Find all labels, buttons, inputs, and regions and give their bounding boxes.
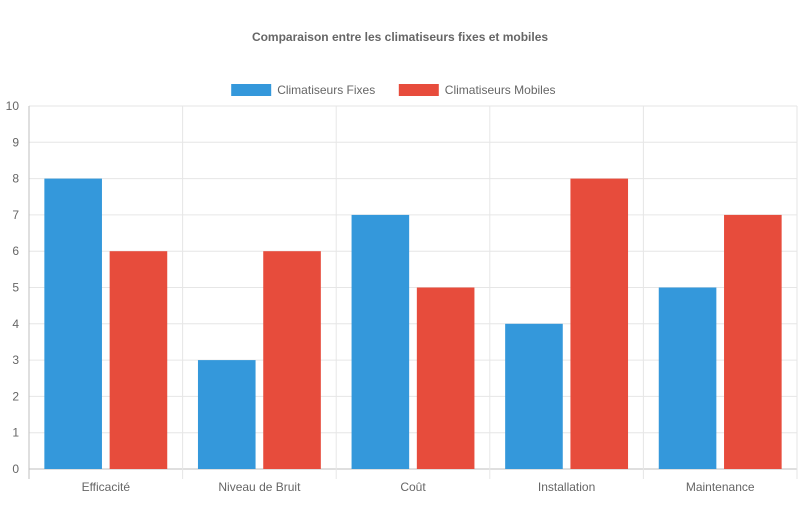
y-tick-label: 6 [12, 244, 19, 258]
y-tick-label: 7 [12, 208, 19, 222]
bar [724, 214, 782, 469]
legend-item[interactable]: Climatiseurs Fixes [231, 83, 375, 97]
y-tick-label: 8 [12, 172, 19, 186]
x-tick-label: Efficacité [82, 480, 131, 494]
bar [505, 323, 563, 469]
x-tick-label: Installation [538, 480, 595, 494]
y-tick-label: 4 [12, 317, 19, 331]
y-axis: 0 1 2 3 4 5 6 7 8 9 10 [6, 99, 20, 476]
legend-label: Climatiseurs Fixes [277, 83, 375, 97]
x-tick-label: Niveau de Bruit [218, 480, 301, 494]
y-tick-label: 1 [12, 426, 19, 440]
legend-item[interactable]: Climatiseurs Mobiles [398, 83, 556, 97]
bar [197, 360, 256, 469]
bar [416, 287, 475, 469]
y-tick-label: 10 [6, 99, 20, 113]
legend-swatch [231, 84, 272, 96]
bar [44, 178, 102, 469]
x-tick-label: Maintenance [686, 480, 755, 494]
x-axis: Efficacité Niveau de Bruit Coût Installatio… [82, 480, 755, 494]
legend[interactable]: Climatiseurs Fixes Climatiseurs Mobiles [231, 83, 556, 97]
y-tick-label: 0 [12, 462, 19, 476]
legend-swatch [398, 84, 439, 96]
bars [44, 178, 782, 469]
chart-title: Comparaison entre les climatiseurs fixes… [252, 30, 548, 44]
y-tick-label: 3 [12, 353, 19, 367]
bar [351, 214, 410, 469]
bar [263, 251, 321, 469]
bar [570, 178, 629, 469]
y-tick-label: 2 [12, 389, 19, 403]
x-tick-label: Coût [400, 480, 426, 494]
y-tick-label: 9 [12, 135, 19, 149]
bar [109, 251, 168, 469]
legend-label: Climatiseurs Mobiles [445, 83, 556, 97]
y-tick-label: 5 [12, 281, 19, 295]
bar [658, 287, 717, 469]
